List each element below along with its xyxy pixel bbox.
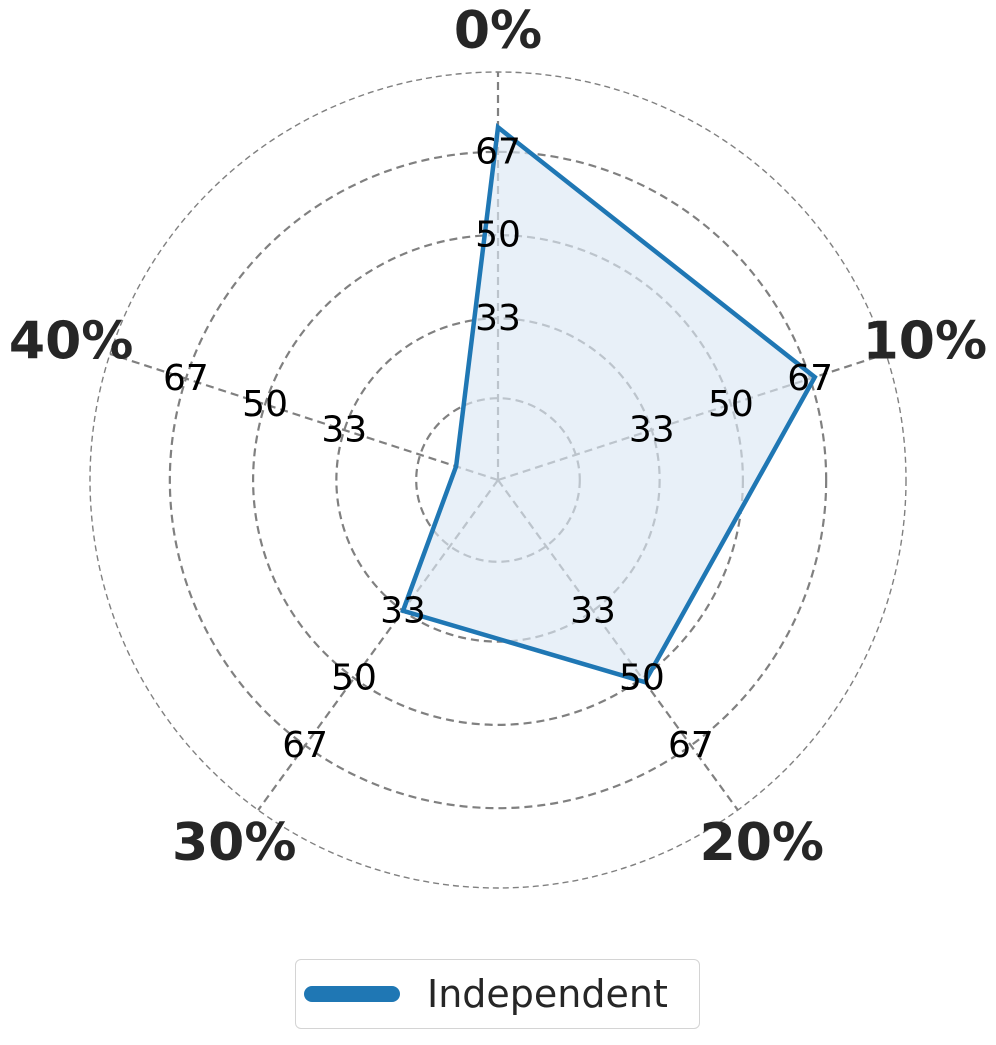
radial-tick-label: 50	[331, 658, 377, 699]
radial-tick-label: 67	[668, 725, 714, 766]
category-label: 0%	[454, 1, 542, 61]
legend-swatch-independent	[304, 986, 400, 1002]
spoke-line	[109, 352, 499, 482]
radial-tick-label: 33	[570, 590, 616, 631]
radial-tick-label: 67	[282, 725, 328, 766]
radar-series	[400, 123, 818, 685]
radial-tick-label: 33	[380, 590, 426, 631]
category-label: 30%	[172, 813, 296, 873]
legend: Independent	[295, 959, 700, 1029]
legend-label-independent: Independent	[427, 972, 668, 1016]
category-labels: 0% 10% 20% 30% 40%	[9, 1, 987, 873]
radial-tick-label: 33	[321, 410, 367, 451]
radial-tick-label: 50	[242, 384, 288, 425]
radial-tick-label: 67	[787, 358, 833, 399]
radial-tick-label: 67	[163, 358, 209, 399]
series-line	[400, 123, 818, 685]
radial-tick-label: 33	[629, 410, 675, 451]
radial-tick-label: 50	[708, 384, 754, 425]
category-label: 20%	[700, 813, 824, 873]
radial-tick-label: 67	[475, 131, 521, 172]
category-label: 10%	[863, 311, 987, 371]
radial-tick-label: 50	[619, 658, 665, 699]
series-area	[403, 127, 815, 683]
radial-tick-label: 33	[475, 298, 521, 339]
grid-ring	[168, 150, 828, 810]
radial-tick-label: 50	[475, 215, 521, 256]
category-label: 40%	[9, 311, 133, 371]
